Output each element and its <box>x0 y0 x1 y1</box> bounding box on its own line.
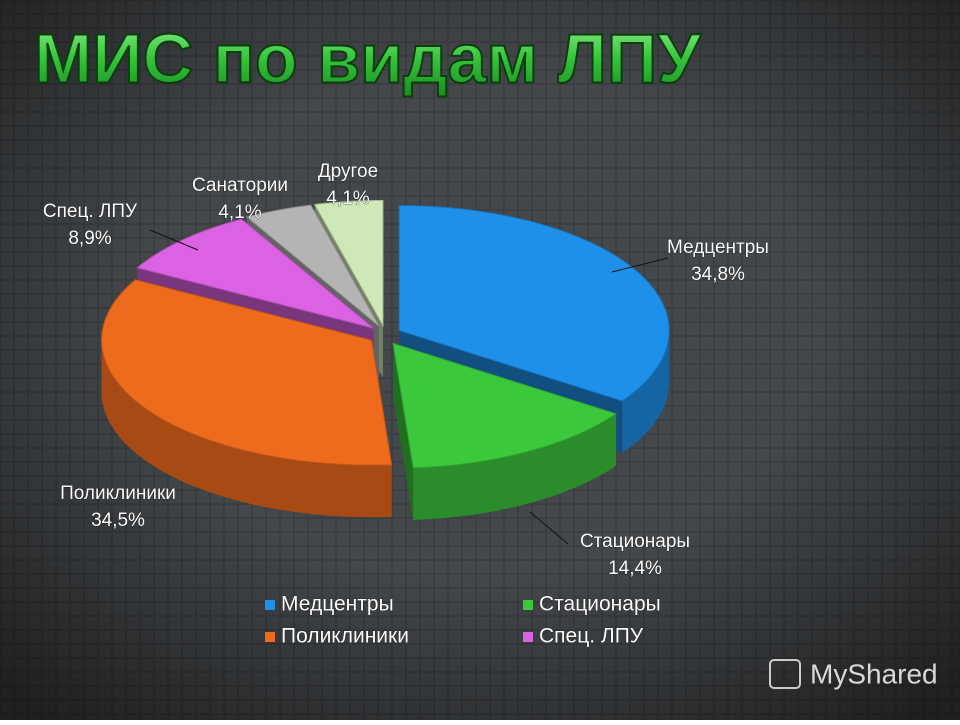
legend-swatch <box>265 632 275 642</box>
slice-value: 8,9% <box>68 228 111 249</box>
legend-swatch <box>265 600 275 610</box>
slice-category: Медцентры <box>667 237 769 258</box>
slice <box>101 279 393 466</box>
watermark: MyShared <box>769 658 938 689</box>
leader-line <box>611 257 669 273</box>
slice-side <box>413 413 617 520</box>
legend-swatch <box>523 632 533 642</box>
slice-side <box>622 330 670 453</box>
slice-value: 4,1% <box>218 202 261 223</box>
slice <box>392 342 618 469</box>
slice-value: 14,4% <box>608 558 662 579</box>
slice-category: Другое <box>318 161 378 182</box>
legend-label: Медцентры <box>281 593 394 616</box>
watermark-text: MyShared <box>810 658 938 689</box>
chart-title: МИС по видам ЛПУ <box>34 19 702 97</box>
slice-category: Спец. ЛПУ <box>43 201 138 222</box>
slice-category: Санатории <box>192 175 288 196</box>
slice <box>313 199 384 328</box>
slice-side <box>101 340 392 518</box>
slice-category: Поликлиники <box>60 483 176 504</box>
labels: Медцентры 34,8% Стационары 14,4% Поликлиники… <box>43 161 770 580</box>
slice-edge <box>393 343 414 520</box>
legend-swatch <box>523 600 533 610</box>
pie <box>101 199 670 520</box>
slice-value: 34,8% <box>691 264 745 285</box>
legend-label: Спец. ЛПУ <box>539 625 644 648</box>
slice-category: Стационары <box>580 531 690 552</box>
slice <box>398 205 670 402</box>
leader-line <box>529 511 569 545</box>
slice <box>136 218 374 329</box>
legend-label: Стационары <box>539 593 661 616</box>
slice <box>245 204 380 327</box>
watermark-icon <box>769 659 801 689</box>
leader-line <box>149 229 199 251</box>
legend-label: Поликлиники <box>281 625 409 648</box>
legend: Медцентры Стационары Поликлиники Спец. ЛПУ <box>265 592 661 648</box>
slice-value: 34,5% <box>91 510 145 531</box>
slice-value: 4,1% <box>326 188 369 209</box>
